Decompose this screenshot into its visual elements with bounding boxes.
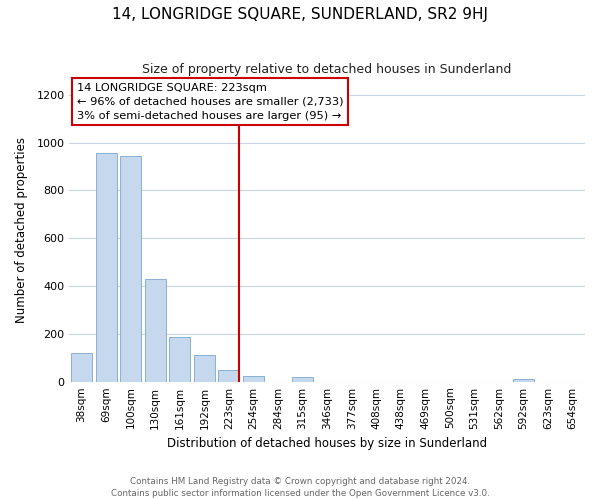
Title: Size of property relative to detached houses in Sunderland: Size of property relative to detached ho… (142, 62, 512, 76)
Text: 14, LONGRIDGE SQUARE, SUNDERLAND, SR2 9HJ: 14, LONGRIDGE SQUARE, SUNDERLAND, SR2 9H… (112, 8, 488, 22)
Bar (218, 370, 239, 382)
Y-axis label: Number of detached properties: Number of detached properties (15, 137, 28, 323)
Bar (292, 378, 313, 382)
Text: 14 LONGRIDGE SQUARE: 223sqm
← 96% of detached houses are smaller (2,733)
3% of s: 14 LONGRIDGE SQUARE: 223sqm ← 96% of det… (77, 82, 344, 120)
Bar (120, 156, 141, 382)
Bar (145, 279, 166, 382)
Bar (513, 378, 534, 382)
X-axis label: Distribution of detached houses by size in Sunderland: Distribution of detached houses by size … (167, 437, 487, 450)
Bar (71, 353, 92, 382)
Bar (96, 154, 116, 382)
Bar (169, 338, 190, 382)
Text: Contains HM Land Registry data © Crown copyright and database right 2024.
Contai: Contains HM Land Registry data © Crown c… (110, 476, 490, 498)
Bar (194, 354, 215, 382)
Bar (243, 376, 264, 382)
